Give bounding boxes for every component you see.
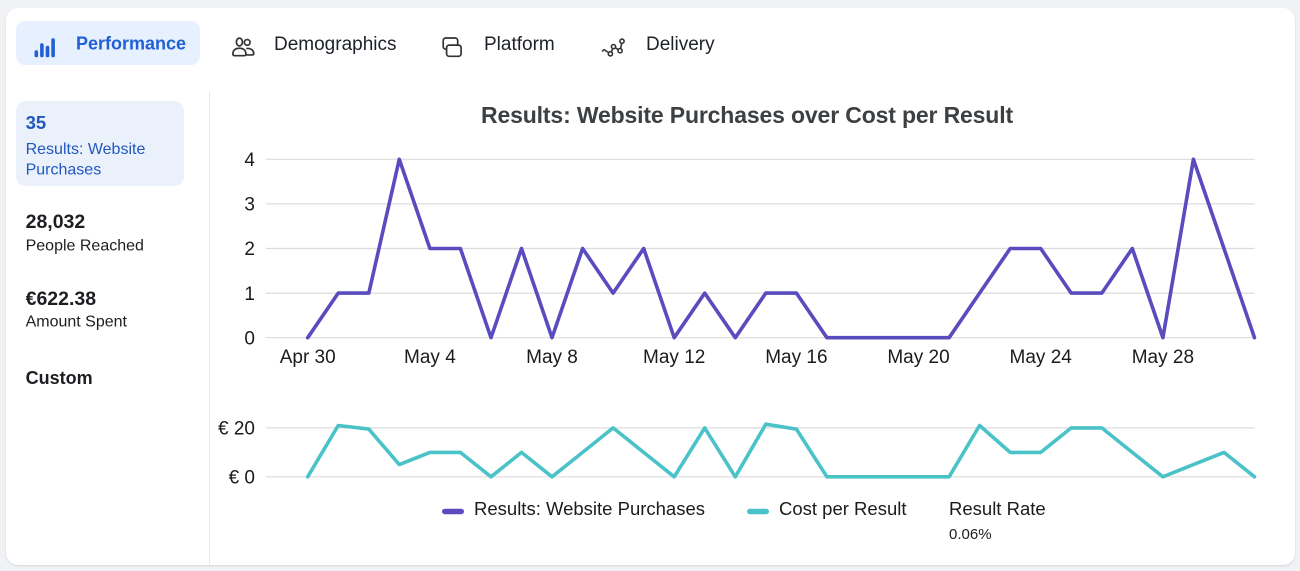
svg-text:Result Rate: Result Rate bbox=[949, 498, 1046, 519]
svg-text:May 24: May 24 bbox=[1010, 347, 1073, 368]
svg-text:28,032: 28,032 bbox=[26, 211, 86, 233]
svg-text:35: 35 bbox=[26, 112, 47, 133]
svg-text:0: 0 bbox=[244, 328, 255, 349]
svg-text:Custom: Custom bbox=[26, 368, 93, 388]
svg-text:May 20: May 20 bbox=[887, 347, 949, 368]
svg-text:€ 20: € 20 bbox=[218, 419, 255, 440]
svg-text:€ 0: € 0 bbox=[229, 468, 255, 489]
svg-text:Cost per Result: Cost per Result bbox=[779, 498, 907, 519]
svg-text:Apr 30: Apr 30 bbox=[280, 347, 336, 368]
svg-text:Platform: Platform bbox=[484, 34, 555, 55]
svg-text:4: 4 bbox=[244, 150, 255, 171]
svg-text:Delivery: Delivery bbox=[646, 34, 715, 55]
svg-text:May 8: May 8 bbox=[526, 347, 578, 368]
svg-text:Purchases: Purchases bbox=[26, 162, 102, 179]
svg-text:May 12: May 12 bbox=[643, 347, 705, 368]
svg-text:May 28: May 28 bbox=[1132, 347, 1194, 368]
svg-text:Results: Website Purchases: Results: Website Purchases bbox=[474, 498, 705, 519]
svg-text:€622.38: €622.38 bbox=[26, 288, 97, 310]
svg-text:3: 3 bbox=[244, 195, 255, 216]
svg-text:Demographics: Demographics bbox=[274, 34, 397, 55]
svg-text:2: 2 bbox=[244, 239, 255, 260]
svg-text:Results: Website: Results: Website bbox=[26, 141, 146, 158]
svg-text:1: 1 bbox=[244, 284, 255, 305]
svg-text:Results: Website Purchases ove: Results: Website Purchases over Cost per… bbox=[481, 102, 1013, 128]
svg-text:People Reached: People Reached bbox=[26, 238, 144, 255]
svg-text:Amount Spent: Amount Spent bbox=[26, 314, 128, 331]
svg-text:May 16: May 16 bbox=[765, 347, 827, 368]
svg-text:0.06%: 0.06% bbox=[949, 526, 992, 543]
svg-text:Performance: Performance bbox=[76, 34, 186, 54]
svg-text:May 4: May 4 bbox=[404, 347, 456, 368]
